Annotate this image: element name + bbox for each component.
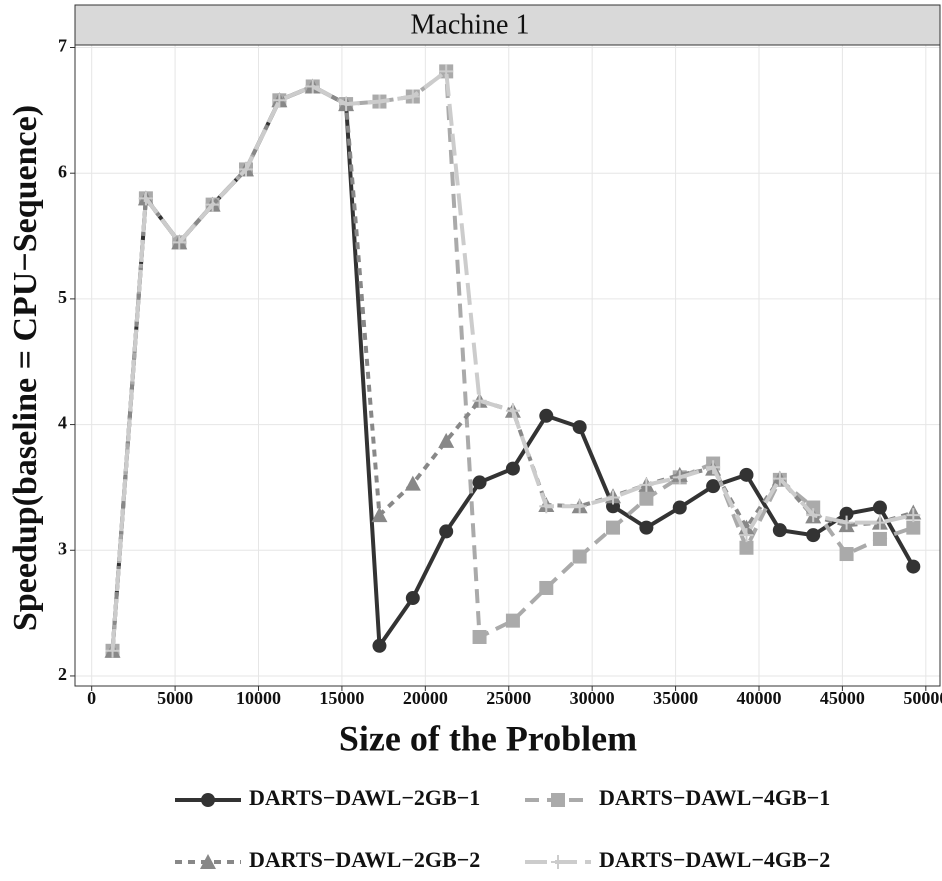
marker (572, 549, 587, 564)
marker (839, 506, 854, 521)
marker (906, 520, 921, 535)
marker (505, 403, 520, 418)
marker (339, 97, 354, 112)
y-tick-label: 2 (58, 664, 67, 684)
marker (672, 470, 687, 485)
marker (472, 629, 487, 644)
x-tick-label: 25000 (486, 688, 531, 708)
marker (305, 79, 320, 94)
x-tick-label: 20000 (403, 688, 448, 708)
legend-label: DARTS−DAWL−2GB−2 (249, 847, 480, 872)
x-tick-label: 10000 (236, 688, 281, 708)
marker (272, 93, 287, 108)
marker (606, 490, 621, 505)
x-tick-label: 35000 (653, 688, 698, 708)
legend-label: DARTS−DAWL−2GB−1 (249, 785, 480, 810)
marker (372, 638, 387, 653)
y-tick-label: 6 (58, 161, 67, 181)
marker (739, 528, 754, 543)
marker (438, 432, 455, 448)
x-tick-label: 50000 (903, 688, 942, 708)
x-tick-label: 30000 (570, 688, 615, 708)
marker (839, 547, 854, 562)
marker (205, 197, 220, 212)
marker (238, 162, 253, 177)
legend-marker (201, 793, 215, 807)
marker (472, 475, 487, 490)
y-tick-label: 3 (58, 538, 67, 558)
x-tick-label: 5000 (157, 688, 193, 708)
marker (672, 500, 687, 515)
marker (872, 500, 887, 515)
marker (472, 393, 487, 408)
marker (405, 591, 420, 606)
plot-background (75, 45, 940, 686)
x-tick-label: 0 (87, 688, 96, 708)
marker (706, 479, 721, 494)
marker (772, 523, 787, 538)
marker (371, 507, 388, 523)
x-axis-label: Size of the Problem (339, 718, 637, 758)
x-tick-label: 40000 (736, 688, 781, 708)
legend-marker (200, 854, 216, 869)
marker (405, 89, 420, 104)
strip (74, 4, 941, 46)
marker (439, 524, 454, 539)
legend-marker (551, 793, 565, 807)
marker (839, 515, 854, 530)
marker (138, 191, 153, 206)
marker (505, 613, 520, 628)
legend-marker (551, 855, 565, 869)
x-tick-label: 45000 (820, 688, 865, 708)
marker (772, 471, 787, 486)
y-axis-label: Speedup(baseline = CPU−Sequence) (7, 105, 44, 631)
marker (372, 94, 387, 109)
marker (539, 499, 554, 514)
marker (706, 460, 721, 475)
marker (639, 520, 654, 535)
marker (505, 461, 520, 476)
marker (539, 408, 554, 423)
marker (806, 508, 821, 523)
y-tick-label: 4 (58, 413, 67, 433)
x-tick-label: 15000 (319, 688, 364, 708)
marker (739, 467, 754, 482)
marker (872, 531, 887, 546)
marker (105, 643, 120, 658)
marker (439, 64, 454, 79)
legend-label: DARTS−DAWL−4GB−1 (599, 785, 830, 810)
marker (739, 540, 754, 555)
marker (639, 477, 654, 492)
y-tick-label: 7 (58, 36, 67, 56)
marker (606, 520, 621, 535)
marker (404, 475, 421, 491)
marker (572, 499, 587, 514)
marker (872, 515, 887, 530)
marker (639, 491, 654, 506)
marker (172, 235, 187, 250)
marker (539, 580, 554, 595)
legend-label: DARTS−DAWL−4GB−2 (599, 847, 830, 872)
marker (906, 559, 921, 574)
marker (906, 508, 921, 523)
marker (572, 420, 587, 435)
plot-border (74, 44, 941, 687)
y-tick-label: 5 (58, 287, 67, 307)
marker (806, 528, 821, 543)
strip-title: Machine 1 (411, 9, 530, 40)
